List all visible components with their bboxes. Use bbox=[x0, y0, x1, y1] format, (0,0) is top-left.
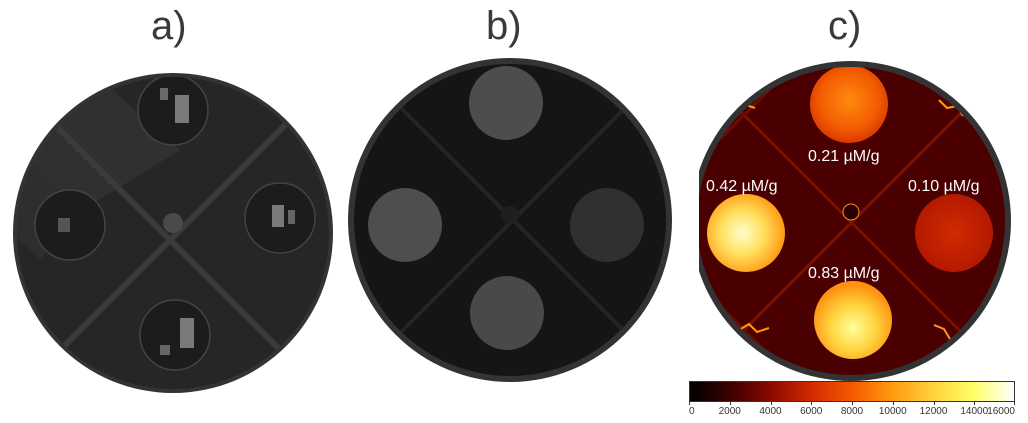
concentration-label-top: 0.21 µM/g bbox=[808, 148, 880, 165]
colorbar-tick-mark bbox=[974, 402, 976, 405]
well-top-a bbox=[137, 77, 209, 146]
colorbar-tick-mark bbox=[852, 402, 853, 405]
panel-c-image bbox=[699, 61, 1011, 381]
colorbar-tick-mark bbox=[729, 402, 731, 405]
colorbar-tick-mark bbox=[1014, 402, 1015, 405]
concentration-label-right: 0.10 µM/g bbox=[908, 178, 980, 195]
colorbar-tick-label: 6000 bbox=[800, 406, 823, 417]
colorbar-tick-label: 8000 bbox=[840, 406, 864, 417]
colorbar-tick-label: 16000 bbox=[987, 406, 1015, 417]
colorbar bbox=[689, 381, 1015, 402]
colorbar-tick-mark bbox=[770, 402, 772, 405]
panel-label-b: b) bbox=[486, 4, 522, 48]
well-bottom-b bbox=[470, 276, 544, 350]
well-right-b bbox=[570, 188, 644, 262]
well-right-a bbox=[244, 182, 316, 254]
colorbar-tick-mark bbox=[689, 402, 690, 405]
colorbar-tick-label: 4000 bbox=[759, 406, 782, 417]
concentration-label-bottom: 0.83 µM/g bbox=[808, 265, 880, 282]
panel-b-image bbox=[348, 58, 672, 382]
well-bottom-c bbox=[814, 281, 892, 359]
colorbar-tick-label: 12000 bbox=[919, 406, 948, 417]
well-bottom-a bbox=[139, 299, 211, 371]
colorbar-tick-label: 14000 bbox=[960, 406, 989, 417]
panel-label-c: c) bbox=[828, 4, 862, 48]
colorbar-tick-mark bbox=[933, 402, 935, 405]
colorbar-tick-mark bbox=[811, 402, 813, 405]
colorbar-tick-label: 0 bbox=[689, 406, 695, 417]
well-left-b bbox=[368, 188, 442, 262]
well-left-a bbox=[34, 189, 106, 261]
well-top-b bbox=[469, 66, 543, 140]
panel-label-a: a) bbox=[151, 4, 187, 48]
colorbar-tick-label: 2000 bbox=[718, 406, 741, 417]
colorbar-tick-mark bbox=[892, 402, 894, 405]
well-top-c bbox=[810, 67, 888, 143]
colorbar-ticks: 0 2000 4000 6000 8000 10000 12000 14000 16000 bbox=[689, 402, 1015, 423]
colorbar-tick-label: 10000 bbox=[878, 406, 907, 417]
well-left-c bbox=[707, 194, 785, 272]
concentration-label-left: 0.42 µM/g bbox=[706, 178, 778, 195]
well-right-c bbox=[915, 194, 993, 272]
panel-a-image bbox=[13, 73, 333, 393]
